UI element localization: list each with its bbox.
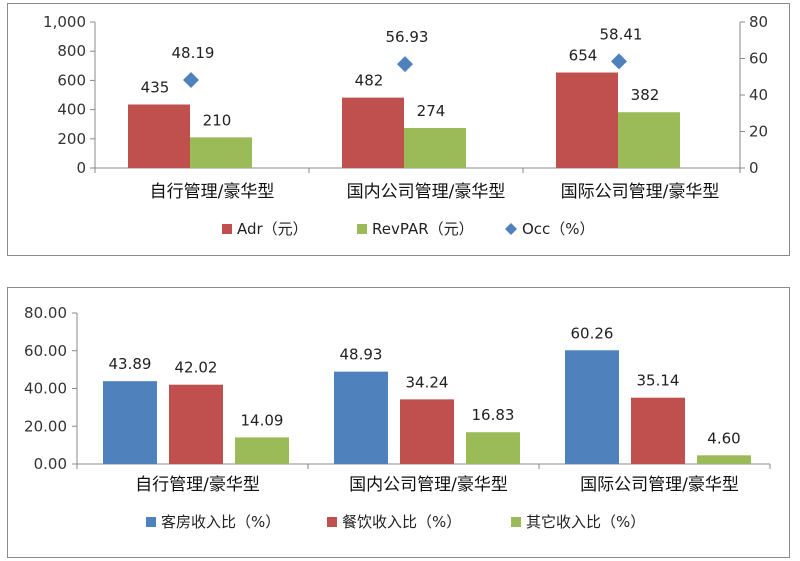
bar-revpar <box>618 112 680 168</box>
data-label-adr: 482 <box>355 72 384 90</box>
y-tick-label-right: 60 <box>749 50 768 68</box>
data-label-other-ratio: 16.83 <box>472 406 515 424</box>
y-tick-label-2: 60.00 <box>24 342 67 360</box>
legend-marker-room-ratio <box>146 517 156 527</box>
occ-diamond-marker <box>183 72 199 89</box>
x-category-label: 国内公司管理/豪华型 <box>347 181 506 202</box>
bar-other-ratio <box>697 455 751 464</box>
bar-food-ratio <box>400 399 454 464</box>
y-tick-label-right: 40 <box>749 86 768 104</box>
bar-room-ratio <box>334 371 388 464</box>
data-label-food-ratio: 35.14 <box>637 372 680 390</box>
occ-diamond-marker <box>611 53 627 70</box>
data-label-occ: 56.93 <box>386 28 429 46</box>
data-label-other-ratio: 14.09 <box>241 411 284 429</box>
x-category-label: 国际公司管理/豪华型 <box>561 181 720 202</box>
x-category-label: 自行管理/豪华型 <box>150 181 275 202</box>
legend-label-2: 其它收入比（%） <box>526 513 645 531</box>
legend-label: RevPAR（元） <box>372 220 474 238</box>
bar-adr <box>342 97 404 168</box>
legend-marker-revpar <box>357 224 367 234</box>
legend-marker-adr <box>222 224 232 234</box>
legend-label-2: 客房收入比（%） <box>161 513 280 531</box>
y-tick-label-right: 80 <box>749 13 768 31</box>
x-category-label-2: 国内公司管理/豪华型 <box>349 474 508 495</box>
bar-food-ratio <box>631 397 685 464</box>
legend-label: Adr（元） <box>237 220 308 238</box>
legend-marker-food-ratio <box>327 517 337 527</box>
legend-label-2: 餐饮收入比（%） <box>342 513 461 531</box>
y-tick-label-left: 800 <box>57 42 86 60</box>
bar-revpar <box>190 137 252 168</box>
data-label-other-ratio: 4.60 <box>707 429 740 447</box>
data-label-room-ratio: 43.89 <box>109 355 152 373</box>
data-label-food-ratio: 34.24 <box>406 373 449 391</box>
data-label-revpar: 274 <box>417 102 446 120</box>
bar-adr <box>556 72 618 168</box>
data-label-revpar: 382 <box>631 86 660 104</box>
y-tick-label-left: 0 <box>76 159 86 177</box>
legend-marker-occ <box>505 223 517 235</box>
bar-adr <box>128 104 190 168</box>
legend-marker-other-ratio <box>511 517 521 527</box>
bar-revpar <box>404 127 466 168</box>
x-category-label-2: 国际公司管理/豪华型 <box>580 474 739 495</box>
bar-other-ratio <box>466 432 520 464</box>
data-label-occ: 48.19 <box>172 44 215 62</box>
bar-other-ratio <box>235 437 289 464</box>
y-tick-label-left: 600 <box>57 71 86 89</box>
data-label-revpar: 210 <box>203 111 232 129</box>
data-label-occ: 58.41 <box>600 25 643 43</box>
y-tick-label-left: 400 <box>57 101 86 119</box>
data-label-food-ratio: 42.02 <box>175 359 218 377</box>
bar-room-ratio <box>103 381 157 464</box>
data-label-room-ratio: 48.93 <box>340 346 383 364</box>
y-tick-label-2: 0.00 <box>34 455 67 473</box>
legend-label: Occ（%） <box>522 220 595 238</box>
data-label-adr: 435 <box>141 78 170 96</box>
x-category-label-2: 自行管理/豪华型 <box>135 474 260 495</box>
data-label-room-ratio: 60.26 <box>571 324 614 342</box>
bar-food-ratio <box>169 384 223 464</box>
y-tick-label-2: 20.00 <box>24 417 67 435</box>
y-tick-label-2: 80.00 <box>24 304 67 322</box>
y-tick-label-left: 1,000 <box>43 13 86 31</box>
y-tick-label-right: 20 <box>749 123 768 141</box>
y-tick-label-left: 200 <box>57 130 86 148</box>
y-tick-label-2: 40.00 <box>24 380 67 398</box>
data-label-adr: 654 <box>569 47 598 65</box>
occ-diamond-marker <box>397 56 413 73</box>
bar-room-ratio <box>565 350 619 464</box>
y-tick-label-right: 0 <box>749 159 759 177</box>
